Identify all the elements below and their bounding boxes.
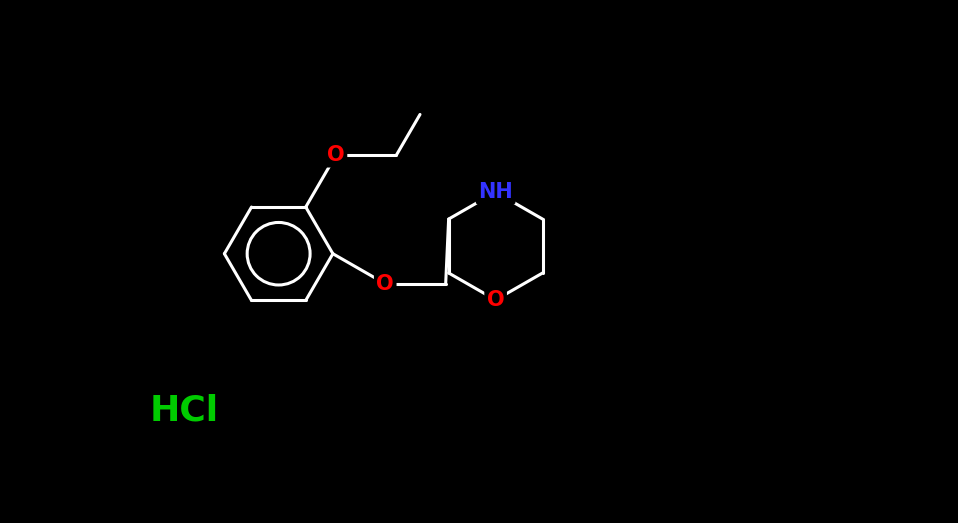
Text: O: O — [376, 274, 394, 294]
Text: NH: NH — [478, 182, 513, 202]
Text: HCl: HCl — [149, 393, 218, 427]
Text: O: O — [487, 290, 505, 310]
Text: O: O — [328, 145, 345, 165]
